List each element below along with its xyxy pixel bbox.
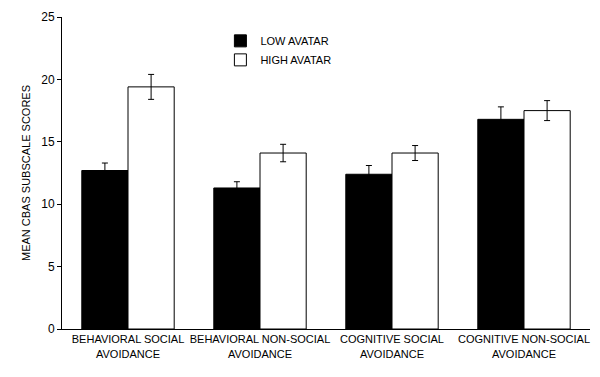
svg-text:HIGH AVATAR: HIGH AVATAR [260,54,331,66]
svg-text:COGNITIVE NON-SOCIALAVOIDANCE: COGNITIVE NON-SOCIALAVOIDANCE [458,333,590,359]
svg-text:15: 15 [41,135,55,149]
svg-text:LOW AVATAR: LOW AVATAR [260,35,328,47]
svg-text:BEHAVIORAL NON-SOCIALAVOIDANCE: BEHAVIORAL NON-SOCIALAVOIDANCE [190,333,331,359]
svg-text:MEAN CBAS SUBSCALE SCORES: MEAN CBAS SUBSCALE SCORES [20,85,32,261]
svg-text:COGNITIVE SOCIALAVOIDANCE: COGNITIVE SOCIALAVOIDANCE [340,333,444,359]
svg-text:BEHAVIORAL SOCIALAVOIDANCE: BEHAVIORAL SOCIALAVOIDANCE [72,333,184,359]
svg-text:5: 5 [48,260,55,274]
svg-text:10: 10 [41,197,55,211]
svg-text:25: 25 [41,10,55,24]
svg-text:20: 20 [41,73,55,87]
svg-text:0: 0 [48,322,55,336]
